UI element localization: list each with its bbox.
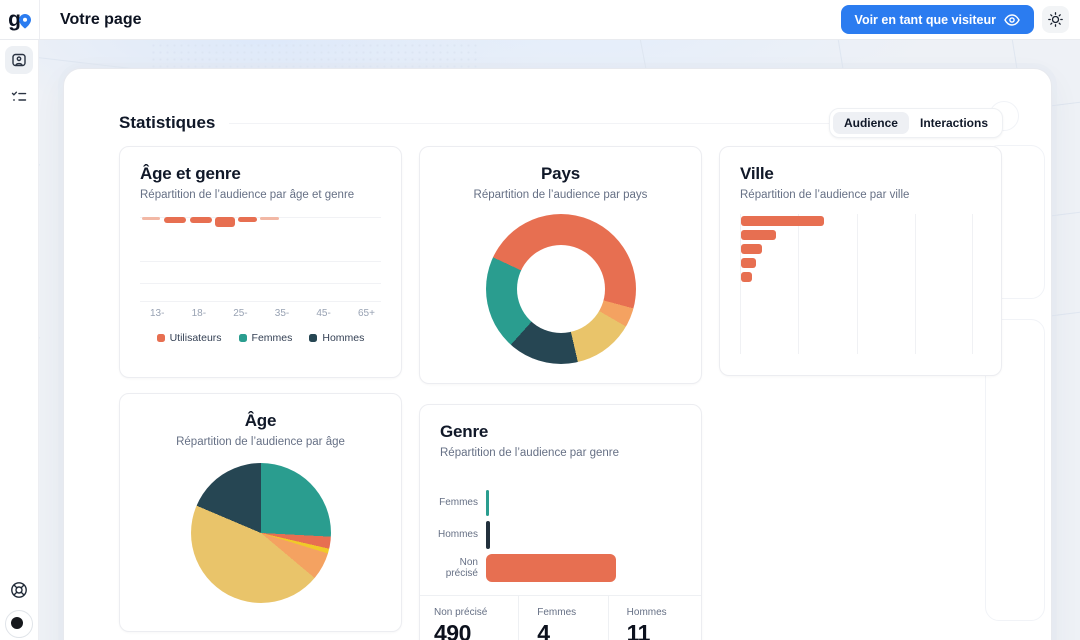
- genre-chart: Femmes Hommes Non précisé: [432, 490, 681, 582]
- header-divider: [229, 122, 829, 124]
- legend-swatch: [309, 334, 318, 342]
- page-title: Votre page: [60, 10, 142, 28]
- eye-icon: [1004, 13, 1020, 26]
- age-genre-legend: Utilisateurs Femmes Hommes: [140, 332, 381, 344]
- genre-bar-non-precise: [486, 554, 616, 582]
- genre-row-label: Hommes: [437, 529, 478, 541]
- legend-swatch: [156, 334, 165, 342]
- genre-row-label: Non précisé: [445, 556, 478, 580]
- cards-column-2: Pays Répartition de l’audience par pays …: [419, 146, 702, 640]
- checklist-icon: [11, 91, 27, 101]
- legend-swatch: [238, 334, 247, 342]
- card-subtitle: Répartition de l’audience par ville: [740, 189, 910, 201]
- stat-value: 490: [434, 620, 471, 640]
- ghost-card: [985, 319, 1045, 621]
- legend-item: Hommes: [309, 332, 364, 344]
- card-title: Âge: [244, 411, 277, 430]
- user-avatar[interactable]: [5, 610, 33, 638]
- card-pays: Pays Répartition de l’audience par pays: [419, 146, 702, 384]
- gridline: [740, 214, 741, 354]
- legend-label: Utilisateurs: [169, 332, 222, 344]
- legend-label: Femmes: [251, 332, 293, 344]
- tab-interactions[interactable]: Interactions: [909, 112, 999, 134]
- stat-non-precise: Non précisé 490: [420, 596, 518, 640]
- theme-toggle-button[interactable]: [1042, 6, 1069, 33]
- card-title: Ville: [740, 164, 774, 183]
- gridline: [914, 214, 916, 354]
- card-title: Genre: [440, 422, 489, 441]
- genre-stats: Non précisé 490 Femmes 4 Hommes 11: [420, 596, 701, 640]
- card-subtitle: Répartition de l’audience par genre: [440, 447, 620, 459]
- card-title: Âge et genre: [140, 164, 241, 183]
- map-pin-icon: [18, 13, 31, 29]
- ville-bars: [741, 216, 973, 282]
- legend-label: Hommes: [322, 332, 365, 344]
- stat-label: Femmes: [537, 607, 577, 618]
- x-tick: 45-: [316, 308, 331, 319]
- age-genre-bars: [140, 217, 381, 301]
- top-bar: g Votre page Voir en tant que visiteur: [0, 0, 1080, 40]
- age-genre-x-axis: 13- 18- 25- 35- 45- 65+: [140, 308, 381, 319]
- x-tick: 25-: [233, 308, 248, 319]
- main-panel: Statistiques Audience Interactions Âge e…: [63, 68, 1052, 640]
- x-tick: 35-: [274, 308, 290, 319]
- stat-label: Non précisé: [434, 607, 488, 618]
- gridline: [856, 214, 858, 354]
- sidebar: [0, 39, 39, 640]
- gridline: [798, 214, 800, 354]
- sidebar-bottom: [5, 576, 33, 640]
- tab-audience[interactable]: Audience: [832, 112, 909, 134]
- sun-icon: [1048, 12, 1063, 27]
- genre-row: Hommes: [432, 521, 681, 549]
- legend-item: Utilisateurs: [156, 332, 222, 344]
- legend-item: Femmes: [238, 332, 293, 344]
- genre-bar-hommes: [486, 521, 490, 549]
- profile-card-icon: [12, 53, 26, 67]
- logo-letter: g: [8, 8, 21, 31]
- view-as-visitor-label: Voir en tant que visiteur: [854, 12, 996, 27]
- x-tick: 18-: [191, 308, 207, 319]
- age-pie: [190, 463, 331, 603]
- stat-femmes: Femmes 4: [518, 596, 607, 640]
- help-button[interactable]: [5, 576, 33, 604]
- pays-donut: [485, 214, 636, 364]
- top-bar-actions: Voir en tant que visiteur: [840, 5, 1080, 34]
- x-tick: 65+: [357, 308, 375, 319]
- genre-row: Non précisé: [432, 554, 681, 582]
- card-subtitle: Répartition de l’audience par pays: [473, 189, 648, 201]
- genre-divider: [420, 595, 701, 596]
- genre-row-label: Femmes: [439, 497, 478, 509]
- stats-tabs: Audience Interactions: [828, 108, 1003, 138]
- card-subtitle: Répartition de l’audience par âge: [176, 436, 345, 448]
- view-as-visitor-button[interactable]: Voir en tant que visiteur: [840, 5, 1034, 34]
- card-age-genre: Âge et genre Répartition de l’audience p…: [119, 146, 402, 378]
- stat-value: 11: [626, 620, 651, 640]
- statistics-header: Statistiques Audience Interactions: [119, 108, 1003, 138]
- cards-column-1: Âge et genre Répartition de l’audience p…: [119, 146, 402, 632]
- genre-row: Femmes: [432, 490, 681, 516]
- ville-chart: [740, 214, 973, 354]
- sidebar-item-profile[interactable]: [5, 46, 33, 74]
- avatar-photo: [11, 617, 23, 629]
- x-tick: 13-: [150, 308, 165, 319]
- genre-bar-femmes: [486, 490, 489, 516]
- card-title: Pays: [541, 164, 580, 183]
- age-genre-chart: [140, 217, 381, 302]
- app-logo[interactable]: g: [0, 0, 40, 39]
- stat-hommes: Hommes 11: [607, 596, 701, 640]
- stat-label: Hommes: [626, 607, 667, 618]
- section-title: Statistiques: [119, 113, 216, 132]
- sidebar-item-checklist[interactable]: [5, 83, 33, 111]
- card-ville: Ville Répartition de l’audience par vill…: [719, 146, 1002, 376]
- cards-column-3: Ville Répartition de l’audience par vill…: [719, 146, 1002, 376]
- stat-value: 4: [537, 620, 550, 640]
- help-lifebuoy-icon: [11, 582, 27, 598]
- card-genre: Genre Répartition de l’audience par genr…: [419, 404, 702, 640]
- card-age: Âge Répartition de l’audience par âge: [119, 393, 402, 632]
- card-subtitle: Répartition de l’audience par âge et gen…: [140, 189, 355, 201]
- gridline: [972, 214, 973, 354]
